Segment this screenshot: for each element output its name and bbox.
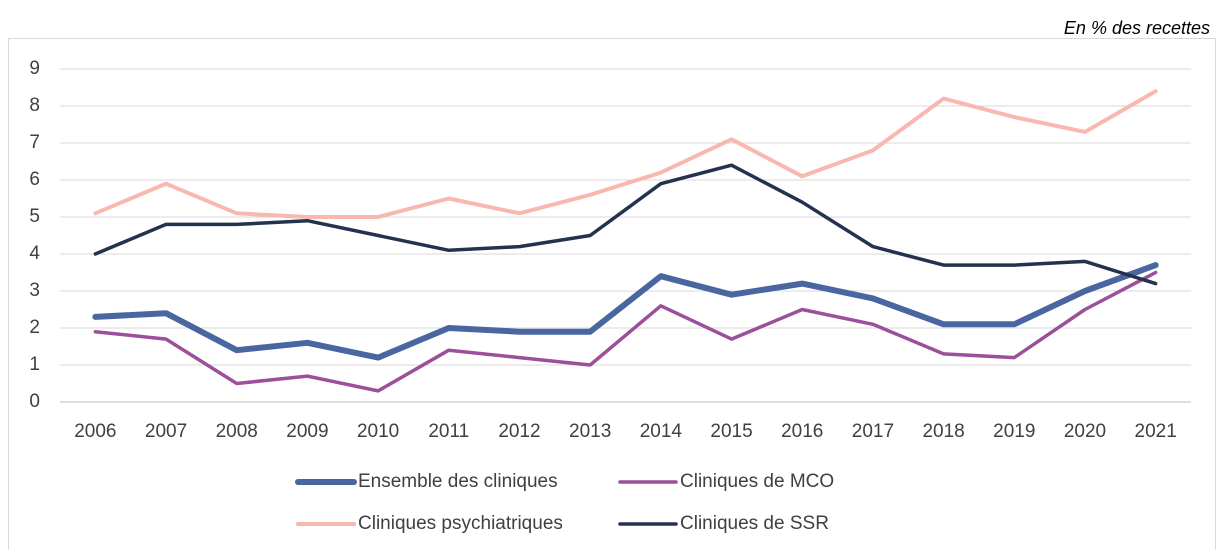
x-tick-label: 2020	[1064, 421, 1106, 442]
x-tick-label: 2013	[569, 421, 611, 442]
x-tick-label: 2010	[357, 421, 399, 442]
legend-label: Cliniques de SSR	[680, 513, 829, 534]
y-tick-label: 4	[29, 243, 40, 264]
x-tick-label: 2007	[145, 421, 187, 442]
series-line	[93, 163, 1158, 286]
x-tick-label: 2021	[1135, 421, 1177, 442]
series-line	[92, 262, 1159, 361]
y-tick-label: 8	[29, 95, 40, 116]
y-tick-label: 7	[29, 132, 40, 153]
x-tick-label: 2006	[74, 421, 116, 442]
legend-label: Cliniques psychiatriques	[358, 513, 563, 534]
y-tick-label: 9	[29, 58, 40, 79]
y-tick-label: 2	[29, 317, 40, 338]
y-tick-label: 3	[29, 280, 40, 301]
legend-label: Ensemble des cliniques	[358, 471, 558, 492]
x-tick-label: 2018	[922, 421, 964, 442]
y-tick-label: 0	[29, 391, 40, 412]
legend-label: Cliniques de MCO	[680, 471, 834, 492]
x-tick-label: 2016	[781, 421, 823, 442]
x-tick-label: 2019	[993, 421, 1035, 442]
x-tick-label: 2012	[498, 421, 540, 442]
x-tick-label: 2008	[216, 421, 258, 442]
annotation: En % des recettes	[1064, 18, 1210, 38]
series-line	[93, 89, 1158, 219]
x-tick-label: 2009	[286, 421, 328, 442]
y-tick-label: 1	[29, 354, 40, 375]
series-line	[93, 270, 1158, 393]
y-tick-label: 5	[29, 206, 40, 227]
x-tick-label: 2011	[428, 421, 469, 442]
x-tick-label: 2014	[640, 421, 683, 442]
x-tick-label: 2017	[852, 421, 894, 442]
chart-frame	[8, 38, 1216, 550]
x-tick-label: 2015	[710, 421, 752, 442]
y-tick-label: 6	[29, 169, 40, 190]
